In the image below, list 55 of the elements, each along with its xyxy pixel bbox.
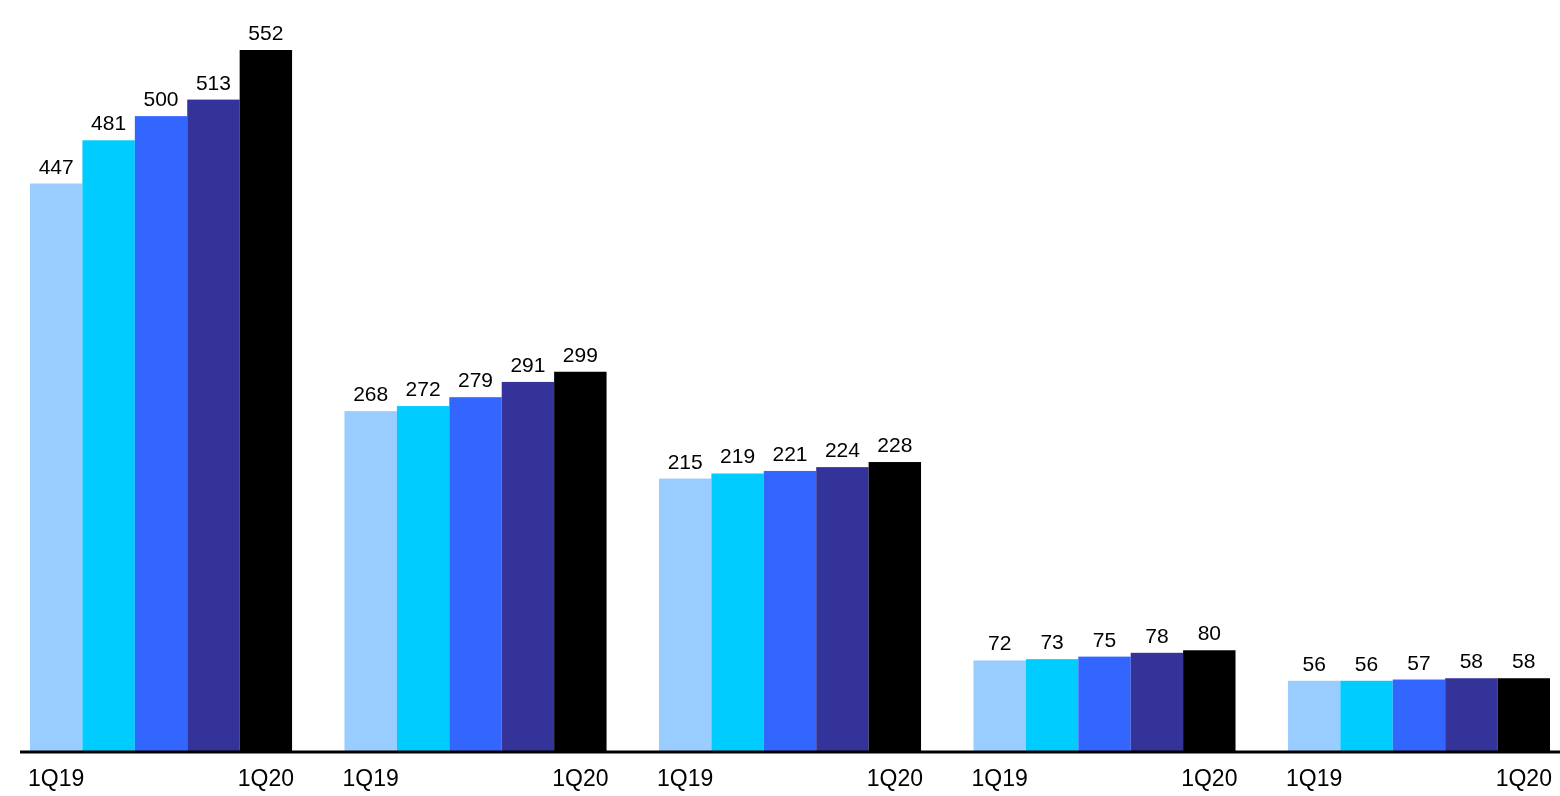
x-tick-label: 1Q19 xyxy=(971,765,1028,792)
x-tick-label: 1Q19 xyxy=(657,765,714,792)
x-tick-label: 1Q20 xyxy=(237,765,294,792)
x-tick-label: 1Q20 xyxy=(1181,765,1238,792)
x-tick-label: 1Q20 xyxy=(552,765,609,792)
bar xyxy=(1340,680,1393,752)
data-label: 272 xyxy=(405,377,441,401)
data-label: 513 xyxy=(195,70,231,94)
data-label: 56 xyxy=(1354,651,1379,675)
bar xyxy=(501,381,555,752)
x-tick-label: 1Q19 xyxy=(1286,765,1343,792)
data-label: 56 xyxy=(1302,651,1326,675)
data-label: 291 xyxy=(510,352,546,376)
data-label: 219 xyxy=(720,444,756,468)
data-label: 299 xyxy=(562,342,598,366)
data-label: 279 xyxy=(457,368,494,392)
data-label: 447 xyxy=(38,154,74,178)
x-tick-label: 1Q20 xyxy=(866,765,923,792)
bar xyxy=(187,99,240,752)
data-label: 221 xyxy=(772,441,808,465)
data-label: 75 xyxy=(1092,627,1117,651)
data-label: 72 xyxy=(987,631,1012,655)
bar xyxy=(134,116,188,752)
bar xyxy=(1025,659,1079,752)
data-label: 57 xyxy=(1407,650,1431,674)
bar xyxy=(711,473,764,752)
data-label: 80 xyxy=(1197,621,1221,645)
bar xyxy=(30,183,83,752)
data-label: 58 xyxy=(1512,649,1536,673)
bar xyxy=(1078,656,1131,752)
bar xyxy=(449,397,502,752)
bar xyxy=(1445,678,1498,752)
x-tick-label: 1Q20 xyxy=(1495,765,1552,792)
bar xyxy=(658,478,712,752)
bar xyxy=(396,406,450,752)
x-tick-label: 1Q19 xyxy=(28,765,85,792)
bar xyxy=(1287,680,1341,752)
bar xyxy=(82,140,135,752)
bar xyxy=(816,467,869,752)
data-label: 73 xyxy=(1040,630,1064,654)
data-label: 215 xyxy=(667,449,703,473)
data-label: 78 xyxy=(1145,623,1169,647)
data-label: 500 xyxy=(143,87,179,111)
bar xyxy=(763,470,817,752)
data-label: 58 xyxy=(1459,649,1484,673)
data-label: 224 xyxy=(824,438,861,462)
data-label: 228 xyxy=(877,433,913,457)
bar xyxy=(1392,679,1446,752)
data-label: 481 xyxy=(91,111,127,135)
data-label: 552 xyxy=(248,21,284,44)
bar xyxy=(344,411,397,752)
bar xyxy=(973,660,1026,752)
data-label: 268 xyxy=(353,382,389,406)
x-tick-label: 1Q19 xyxy=(342,765,399,792)
bar xyxy=(1130,652,1184,752)
